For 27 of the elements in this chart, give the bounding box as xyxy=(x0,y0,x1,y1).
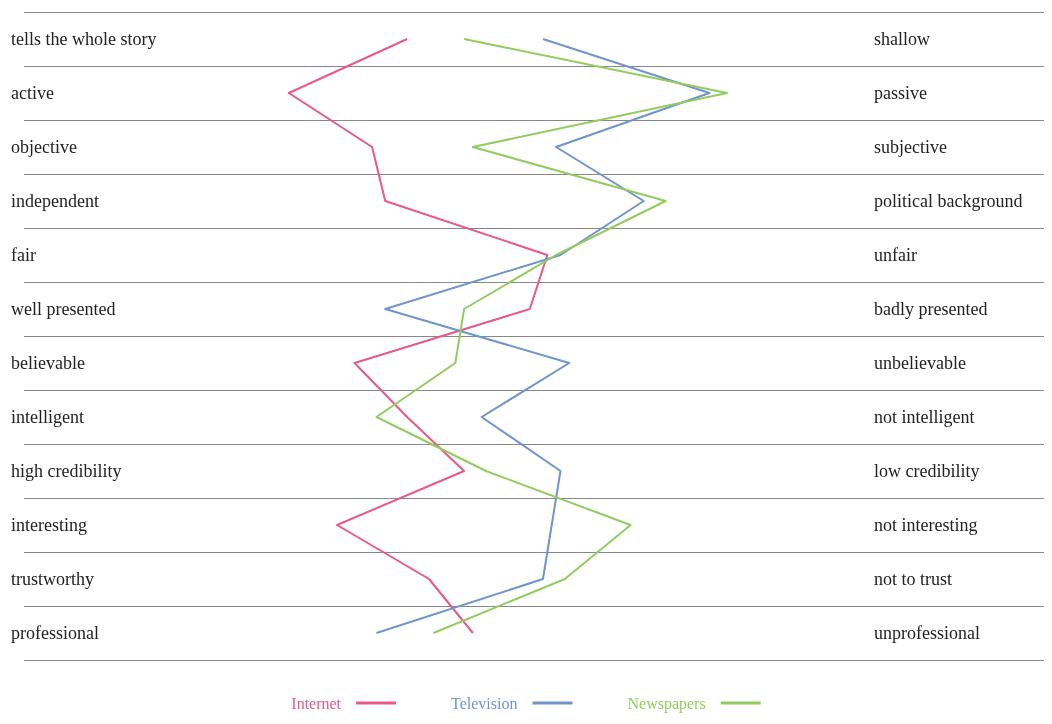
y2-tick-label: not to trust xyxy=(874,569,953,589)
legend-label: Television xyxy=(451,694,518,712)
y2-tick-label: subjective xyxy=(874,137,947,157)
y-tick-label: believable xyxy=(11,353,85,373)
y2-tick-label: not interesting xyxy=(874,515,978,535)
y-tick-label: active xyxy=(11,83,54,103)
y-tick-label: objective xyxy=(11,137,77,157)
y-tick-label: tells the whole story xyxy=(11,29,157,49)
y2-tick-label: unprofessional xyxy=(874,623,980,643)
y-tick-label: high credibility xyxy=(11,461,122,481)
y2-tick-label: political background xyxy=(874,191,1023,211)
y-tick-label: fair xyxy=(11,245,36,265)
y-tick-label: independent xyxy=(11,191,99,211)
y-tick-label: well presented xyxy=(11,299,116,319)
y2-tick-label: unbelievable xyxy=(874,353,966,373)
y2-tick-label: not intelligent xyxy=(874,407,975,427)
y-tick-label: trustworthy xyxy=(11,569,94,589)
y2-tick-label: unfair xyxy=(874,245,917,265)
y2-tick-label: badly presented xyxy=(874,299,988,319)
y-tick-label: interesting xyxy=(11,515,87,535)
legend-label: Internet xyxy=(291,694,342,712)
y2-tick-label: passive xyxy=(874,83,927,103)
y2-tick-label: low credibility xyxy=(874,461,980,481)
legend-label: Newspapers xyxy=(627,694,706,713)
y-tick-label: intelligent xyxy=(11,407,84,427)
y2-tick-label: shallow xyxy=(874,29,930,49)
y-tick-label: professional xyxy=(11,623,99,643)
